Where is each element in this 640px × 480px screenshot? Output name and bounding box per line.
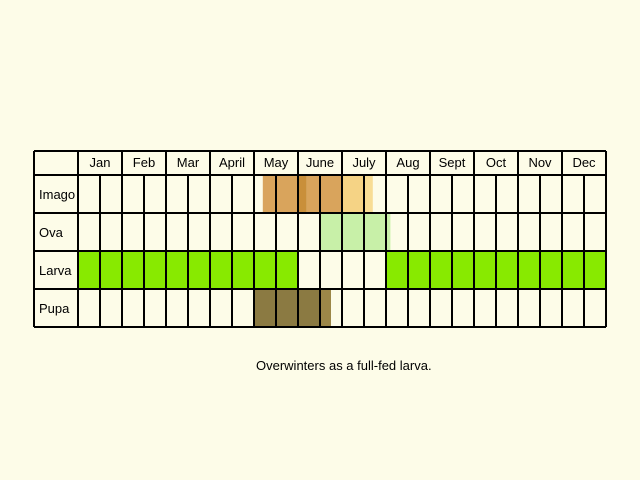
segment-imago-0	[262, 175, 298, 213]
month-label: Mar	[177, 155, 200, 170]
segment-pupa-0	[254, 289, 320, 327]
month-label: April	[219, 155, 245, 170]
segment-imago-2	[306, 175, 342, 213]
month-label: Dec	[572, 155, 596, 170]
segment-pupa-1	[320, 289, 331, 327]
segment-ova-0	[320, 213, 391, 251]
caption-text: Overwinters as a full-fed larva.	[256, 358, 432, 373]
month-label: June	[306, 155, 334, 170]
month-label: Sept	[439, 155, 466, 170]
segment-imago-3	[342, 175, 364, 213]
stage-label: Pupa	[39, 301, 70, 316]
month-label: Aug	[396, 155, 419, 170]
month-label: May	[264, 155, 289, 170]
month-label: July	[352, 155, 376, 170]
month-label: Oct	[486, 155, 507, 170]
stage-label: Imago	[39, 187, 75, 202]
segment-imago-1	[298, 175, 307, 213]
stage-label: Ova	[39, 225, 64, 240]
month-label: Feb	[133, 155, 155, 170]
month-label: Jan	[90, 155, 111, 170]
stage-label: Larva	[39, 263, 72, 278]
month-label: Nov	[528, 155, 552, 170]
segment-imago-4	[364, 175, 373, 213]
